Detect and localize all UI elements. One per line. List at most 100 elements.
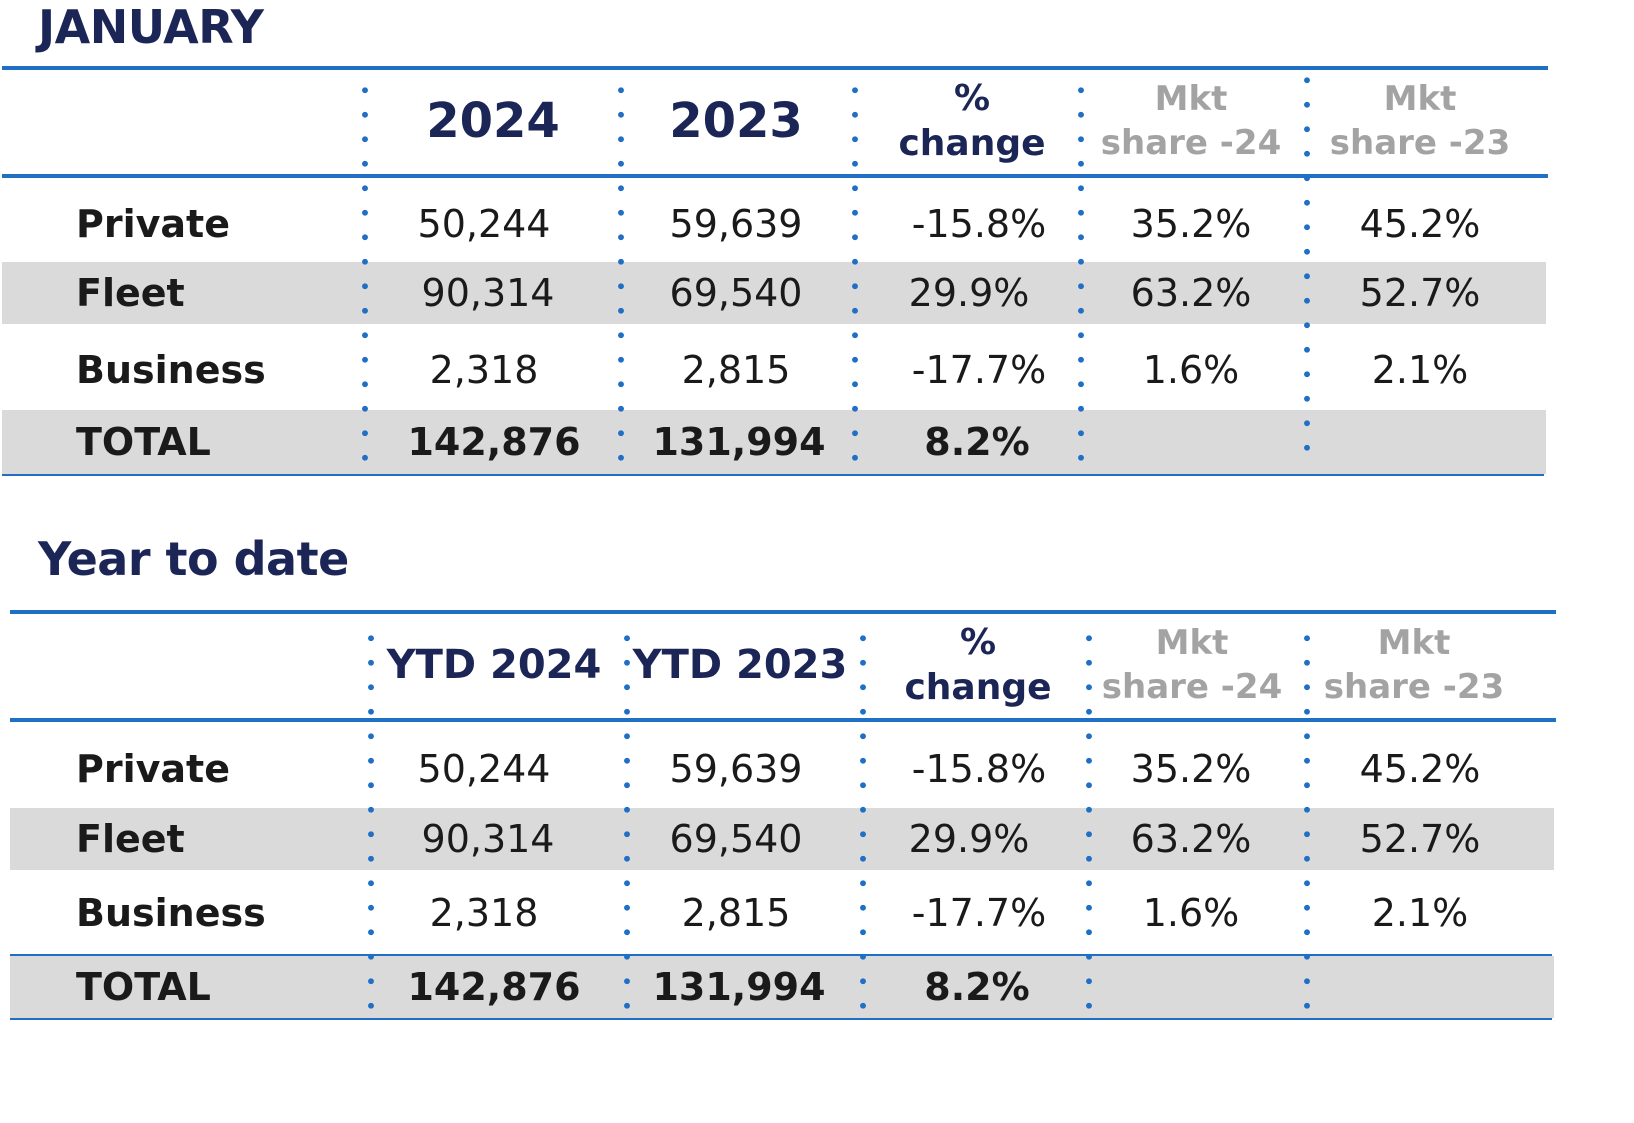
value-mkt24: 63.2%: [1130, 817, 1252, 861]
column-separator: [1304, 68, 1310, 452]
header-mkt24-line2: share -24: [1101, 667, 1283, 707]
january-table: 2024 2023 % change Mkt share -24 Mkt sha…: [2, 66, 1548, 478]
table-bottom-rule: [10, 1018, 1552, 1020]
value-mkt23: [1308, 956, 1532, 1018]
value-change: 29.9%: [908, 271, 1030, 315]
row-label: Business: [76, 348, 266, 392]
value-change: -17.7%: [911, 891, 1047, 935]
value-ytd-2023: 59,639: [669, 747, 803, 791]
column-separator: [618, 78, 624, 470]
header-year-b: 2023: [669, 93, 803, 149]
value-ytd-2024: 90,314: [421, 817, 555, 861]
value-mkt24: 35.2%: [1130, 747, 1252, 791]
value-2023: 2,815: [681, 348, 791, 392]
table-row: Private 50,244 59,639 -15.8% 35.2% 45.2%: [10, 732, 1556, 806]
column-separator: [1304, 626, 1310, 1012]
header-change-line2: change: [898, 123, 1046, 164]
value-mkt24: 1.6%: [1142, 348, 1240, 392]
table-bottom-rule: [2, 474, 1544, 476]
value-2023: 131,994: [652, 420, 826, 464]
table-top-rule: [2, 66, 1548, 70]
table-top-rule: [10, 610, 1556, 614]
header-ytd-2023: YTD 2023: [630, 610, 850, 720]
value-2023: 69,540: [669, 271, 803, 315]
column-separator: [852, 78, 858, 470]
row-band-fleet: [2, 262, 1546, 324]
table-row-total: TOTAL 142,876 131,994 8.2%: [2, 410, 1548, 474]
column-separator: [362, 78, 368, 470]
table-row: Fleet 90,314 69,540 29.9% 63.2% 52.7%: [2, 262, 1548, 324]
value-ytd-2024: 50,244: [417, 747, 551, 791]
row-band-total: [10, 956, 1554, 1018]
row-label: Private: [76, 747, 230, 791]
row-label: Business: [76, 891, 266, 935]
header-year-a: 2024: [426, 93, 560, 149]
header-rule: [2, 174, 1548, 178]
header-change-line1: %: [953, 78, 991, 119]
row-label: TOTAL: [76, 420, 211, 464]
value-change: 8.2%: [924, 965, 1030, 1009]
value-2024: 142,876: [407, 420, 581, 464]
header-mkt23-line1: Mkt: [1377, 622, 1451, 663]
ytd-table: YTD 2024 YTD 2023 % change Mkt share -24…: [10, 610, 1556, 1022]
section-title-january: JANUARY: [38, 0, 264, 54]
value-2024: 2,318: [429, 348, 539, 392]
header-year-a: YTD 2024: [386, 642, 602, 688]
row-label: Fleet: [76, 271, 185, 315]
value-mkt24: 1.6%: [1142, 891, 1240, 935]
value-2024: 90,314: [421, 271, 555, 315]
header-mkt-share-23: Mkt share -23: [1308, 66, 1532, 176]
row-label: Fleet: [76, 817, 185, 861]
value-2024: 50,244: [417, 202, 551, 246]
header-mkt-share-23: Mkt share -23: [1310, 610, 1518, 720]
value-change: 29.9%: [908, 817, 1030, 861]
header-year-b: YTD 2023: [632, 642, 848, 688]
row-label: TOTAL: [76, 965, 211, 1009]
value-mkt24: 35.2%: [1130, 202, 1252, 246]
header-mkt24-line2: share -24: [1100, 123, 1282, 163]
table-row: Fleet 90,314 69,540 29.9% 63.2% 52.7%: [10, 808, 1556, 870]
header-change-line1: %: [959, 622, 997, 663]
value-mkt24: [1084, 956, 1298, 1018]
value-mkt23: 2.1%: [1371, 891, 1469, 935]
total-top-rule: [10, 954, 1552, 956]
row-label: Private: [76, 202, 230, 246]
column-separator: [624, 626, 630, 1012]
column-separator: [1078, 78, 1084, 470]
value-2023: 59,639: [669, 202, 803, 246]
header-ytd-2024: YTD 2024: [374, 610, 614, 720]
header-mkt24-line1: Mkt: [1154, 78, 1228, 119]
value-mkt24: [1084, 410, 1298, 474]
column-separator: [860, 626, 866, 1012]
value-mkt23: [1308, 410, 1532, 474]
header-percent-change: % change: [860, 66, 1084, 176]
table-row: Business 2,318 2,815 -17.7% 1.6% 2.1%: [10, 876, 1556, 950]
header-2023: 2023: [622, 66, 850, 176]
header-mkt24-line1: Mkt: [1155, 622, 1229, 663]
value-mkt23: 45.2%: [1359, 747, 1481, 791]
value-mkt23: 52.7%: [1359, 271, 1481, 315]
header-mkt-share-24: Mkt share -24: [1084, 66, 1298, 176]
section-title-year-to-date: Year to date: [38, 532, 349, 586]
header-mkt23-line2: share -23: [1329, 123, 1511, 163]
table-row: Business 2,318 2,815 -17.7% 1.6% 2.1%: [2, 332, 1548, 408]
table-row-total: TOTAL 142,876 131,994 8.2%: [10, 956, 1556, 1018]
value-change: 8.2%: [924, 420, 1030, 464]
value-ytd-2023: 69,540: [669, 817, 803, 861]
value-ytd-2023: 131,994: [652, 965, 826, 1009]
value-change: -15.8%: [911, 202, 1047, 246]
value-mkt23: 45.2%: [1359, 202, 1481, 246]
value-ytd-2024: 142,876: [407, 965, 581, 1009]
value-mkt23: 2.1%: [1371, 348, 1469, 392]
header-2024: 2024: [374, 66, 612, 176]
value-ytd-2024: 2,318: [429, 891, 539, 935]
value-ytd-2023: 2,815: [681, 891, 791, 935]
header-percent-change: % change: [866, 610, 1090, 720]
value-change: -17.7%: [911, 348, 1047, 392]
value-mkt23: 52.7%: [1359, 817, 1481, 861]
row-band-total: [2, 410, 1546, 474]
header-mkt-share-24: Mkt share -24: [1092, 610, 1292, 720]
header-mkt23-line2: share -23: [1323, 667, 1505, 707]
table-row: Private 50,244 59,639 -15.8% 35.2% 45.2%: [2, 188, 1548, 260]
column-separator: [1086, 626, 1092, 1012]
